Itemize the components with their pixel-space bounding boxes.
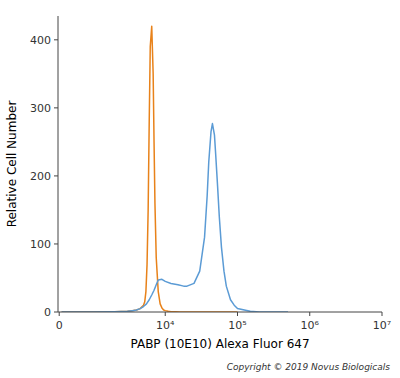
x-tick <box>237 312 238 316</box>
y-tick <box>54 39 58 40</box>
plot-area <box>62 26 288 312</box>
y-tick <box>54 107 58 108</box>
x-tick <box>59 312 60 316</box>
x-axis-label: PABP (10E10) Alexa Fluor 647 <box>130 337 309 351</box>
y-axis-line <box>58 16 59 312</box>
y-tick <box>54 175 58 176</box>
y-tick-label: 100 <box>30 238 51 251</box>
y-tick <box>54 243 58 244</box>
y-tick <box>54 312 58 313</box>
x-tick <box>309 312 310 316</box>
x-tick-label: 10⁵ <box>228 319 246 332</box>
y-tick-label: 0 <box>44 306 51 319</box>
x-tick-label: 10⁴ <box>156 319 175 332</box>
x-tick-label: 10⁶ <box>301 319 320 332</box>
y-tick-label: 200 <box>30 170 51 183</box>
x-tick-label: 10⁷ <box>373 319 391 332</box>
series-line <box>62 26 238 312</box>
annotation: Copyright © 2019 Novus Biologicals <box>227 362 391 372</box>
chart: 0 10⁴ 10⁵ 10⁶ 10⁷ 0 100 200 300 400 PABP (10E10) A… <box>0 0 400 378</box>
x-axis-line <box>58 312 382 313</box>
x-tick <box>165 312 166 316</box>
y-axis-label: Relative Cell Number <box>5 101 19 228</box>
y-tick-label: 400 <box>30 34 51 47</box>
x-tick <box>382 312 383 316</box>
series-line <box>62 124 288 312</box>
x-tick-label: 0 <box>56 319 63 332</box>
y-tick-label: 300 <box>30 102 51 115</box>
